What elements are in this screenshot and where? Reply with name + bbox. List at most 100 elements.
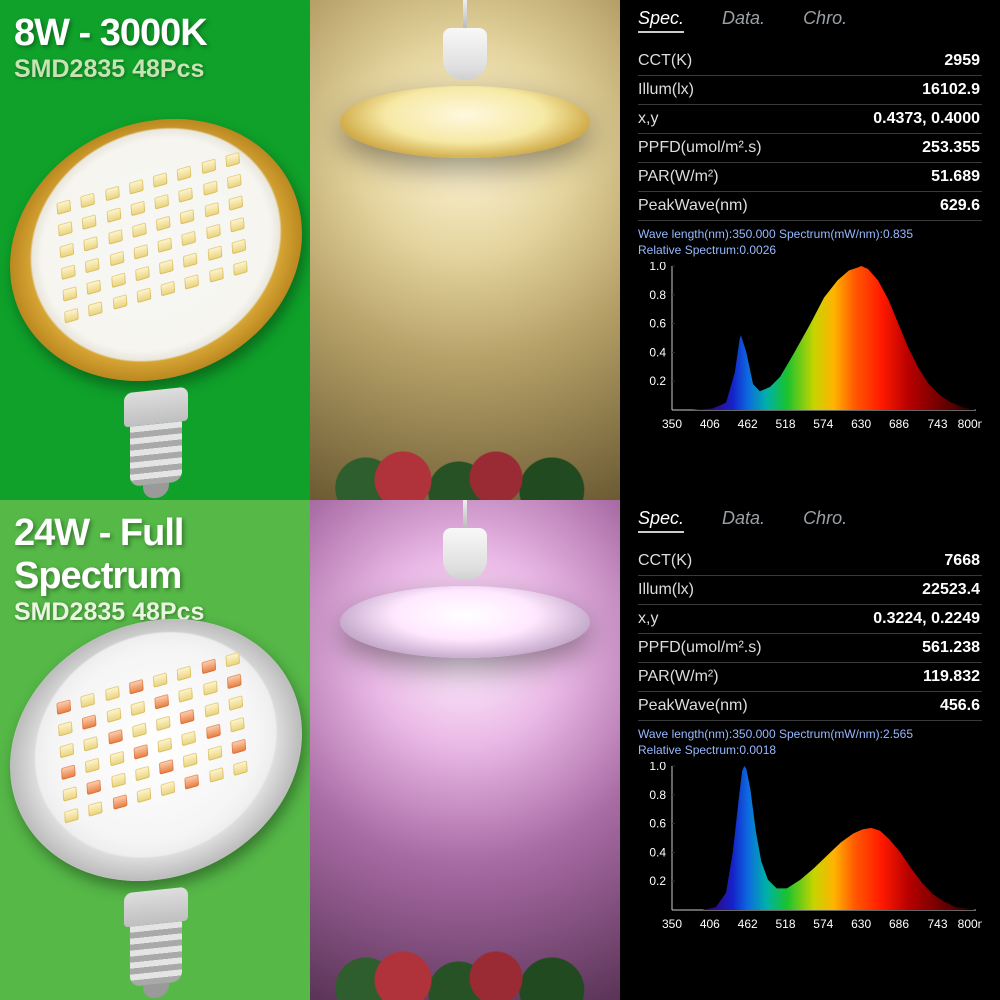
led-chip	[106, 207, 121, 223]
hanging-bulb	[340, 86, 590, 158]
led-chip	[109, 751, 124, 767]
led-chip	[129, 179, 144, 195]
led-chip	[82, 714, 97, 730]
led-chip	[105, 686, 120, 702]
led-chip	[230, 217, 245, 233]
spec-value: 119.832	[923, 668, 980, 686]
led-chip	[61, 764, 76, 780]
spec-row: CCT(K)2959	[638, 47, 982, 76]
spec-value: 0.3224, 0.2249	[873, 610, 980, 628]
spec-panel: Spec. Data. Chro. CCT(K)7668Illum(lx)225…	[620, 500, 1000, 1000]
spec-row: x,y 0.3224, 0.2249	[638, 605, 982, 634]
led-chip	[132, 722, 147, 738]
svg-text:518: 518	[775, 417, 795, 431]
led-chip	[154, 194, 169, 210]
led-chip	[105, 186, 120, 202]
spec-row: PAR(W/m²)119.832	[638, 663, 982, 692]
led-chip	[161, 781, 176, 797]
svg-text:686: 686	[889, 917, 909, 931]
spec-label: PAR(W/m²)	[638, 168, 719, 186]
led-chip	[135, 766, 150, 782]
svg-text:574: 574	[813, 917, 833, 931]
led-chip	[88, 301, 103, 317]
tab-chro[interactable]: Chro.	[803, 508, 847, 533]
led-chip	[64, 308, 79, 324]
spec-meta: Wave length(nm):350.000 Spectrum(mW/nm):…	[638, 227, 982, 258]
led-chip	[158, 737, 173, 753]
led-chip	[207, 245, 222, 261]
led-chip	[204, 702, 219, 718]
svg-text:1.0: 1.0	[649, 262, 666, 273]
spec-row: PPFD(umol/m².s)253.355	[638, 134, 982, 163]
led-chip	[185, 274, 200, 290]
led-chip	[84, 236, 99, 252]
led-chip	[136, 787, 151, 803]
bulb-illustration	[10, 620, 302, 990]
led-chip	[156, 715, 171, 731]
tab-spec[interactable]: Spec.	[638, 508, 684, 533]
led-chip	[185, 774, 200, 790]
tab-data[interactable]: Data.	[722, 8, 765, 33]
hanging-bulb	[340, 586, 590, 658]
led-chip	[230, 717, 245, 733]
led-chip	[204, 202, 219, 218]
svg-text:0.8: 0.8	[649, 788, 666, 802]
product-cell: 8W - 3000K SMD2835 48Pcs	[0, 0, 310, 500]
tab-data[interactable]: Data.	[722, 508, 765, 533]
led-chip	[130, 201, 145, 217]
svg-text:800nm: 800nm	[958, 917, 982, 931]
spec-value: 253.355	[922, 139, 980, 157]
led-chip	[111, 272, 126, 288]
spec-row: x,y0.4373, 0.4000	[638, 105, 982, 134]
led-chip	[60, 243, 75, 259]
led-chip	[227, 673, 242, 689]
scene-photo	[310, 500, 620, 1000]
led-chip	[156, 215, 171, 231]
led-chip	[135, 266, 150, 282]
led-chip	[64, 808, 79, 824]
led-chip	[132, 222, 147, 238]
led-chip	[159, 759, 174, 775]
plants-foreground	[310, 900, 620, 1000]
spec-value: 51.689	[931, 168, 980, 186]
spec-value: 22523.4	[922, 581, 980, 599]
spec-rows: CCT(K)2959Illum(lx)16102.9x,y0.4373, 0.4…	[638, 47, 982, 221]
spec-label: x,y	[638, 610, 658, 628]
led-chip	[129, 679, 144, 695]
led-chip	[130, 701, 145, 717]
spec-label: PeakWave(nm)	[638, 197, 748, 215]
tab-spec[interactable]: Spec.	[638, 8, 684, 33]
spec-row: PeakWave(nm)456.6	[638, 692, 982, 721]
led-chip	[209, 767, 224, 783]
led-chip	[133, 244, 148, 260]
svg-text:743: 743	[927, 917, 947, 931]
led-chip	[225, 652, 240, 668]
svg-text:0.2: 0.2	[649, 374, 666, 388]
meta-line-1: Wave length(nm):350.000 Spectrum(mW/nm):…	[638, 727, 982, 743]
spec-row: PeakWave(nm)629.6	[638, 192, 982, 221]
tab-chro[interactable]: Chro.	[803, 8, 847, 33]
led-chip	[182, 730, 197, 746]
spec-label: x,y	[638, 110, 658, 128]
led-chip	[231, 239, 246, 255]
svg-text:406: 406	[700, 417, 720, 431]
led-chip	[58, 721, 73, 737]
bulb-socket	[124, 887, 188, 1000]
led-chip	[179, 187, 194, 203]
led-chip	[85, 758, 100, 774]
led-chip	[161, 281, 176, 297]
svg-text:574: 574	[813, 417, 833, 431]
led-chip	[81, 692, 96, 708]
led-chip	[63, 286, 78, 302]
led-chip	[206, 224, 221, 240]
led-chip	[112, 294, 127, 310]
svg-text:743: 743	[927, 417, 947, 431]
spec-rows: CCT(K)7668Illum(lx)22523.4x,y0.3224, 0.2…	[638, 547, 982, 721]
spec-value: 2959	[944, 52, 980, 70]
spec-label: PeakWave(nm)	[638, 697, 748, 715]
led-array	[53, 151, 252, 352]
led-chip	[106, 707, 121, 723]
meta-line-2: Relative Spectrum:0.0026	[638, 243, 982, 259]
led-chip	[81, 192, 96, 208]
svg-text:800nm: 800nm	[958, 417, 982, 431]
